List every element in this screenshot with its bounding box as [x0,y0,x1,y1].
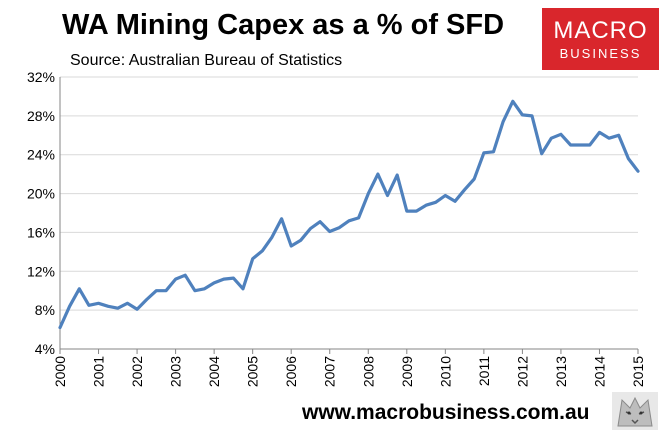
x-tick-label: 2013 [553,356,569,387]
chart-title: WA Mining Capex as a % of SFD [62,9,505,41]
y-tick-label: 32% [27,69,55,85]
x-tick-label: 2010 [437,356,453,387]
wolf-mascot-icon [612,392,658,430]
y-tick-label: 20% [27,186,55,202]
y-tick-label: 8% [35,302,55,318]
x-tick-label: 2005 [245,356,261,387]
x-tick-label: 2003 [168,356,184,387]
series-line [58,99,640,330]
x-tick-label: 2007 [322,356,338,387]
x-tick-label: 2012 [514,356,530,387]
y-tick-label: 4% [35,341,55,357]
x-tick-label: 2004 [206,356,222,387]
chart-subtitle: Source: Australian Bureau of Statistics [70,52,343,69]
x-tick-label: 2011 [476,356,492,386]
y-tick-label: 12% [27,263,55,279]
logo-line2: BUSINESS [559,46,642,61]
x-tick-label: 2002 [129,356,145,387]
x-tick-label: 2006 [283,356,299,387]
x-tick-label: 2014 [591,356,607,387]
y-tick-label: 16% [27,224,55,240]
logo-line1: MACRO [553,17,648,44]
x-tick-label: 2001 [91,356,107,387]
x-tick-label: 2015 [630,356,646,387]
footer-url: www.macrobusiness.com.au [302,401,590,424]
macrobusiness-logo: MACRO BUSINESS [542,8,659,70]
x-tick-label: 2008 [360,356,376,387]
x-tick-label: 2000 [52,356,68,387]
y-tick-label: 24% [27,147,55,163]
y-tick-label: 28% [27,108,55,124]
x-tick-label: 2009 [399,356,415,387]
